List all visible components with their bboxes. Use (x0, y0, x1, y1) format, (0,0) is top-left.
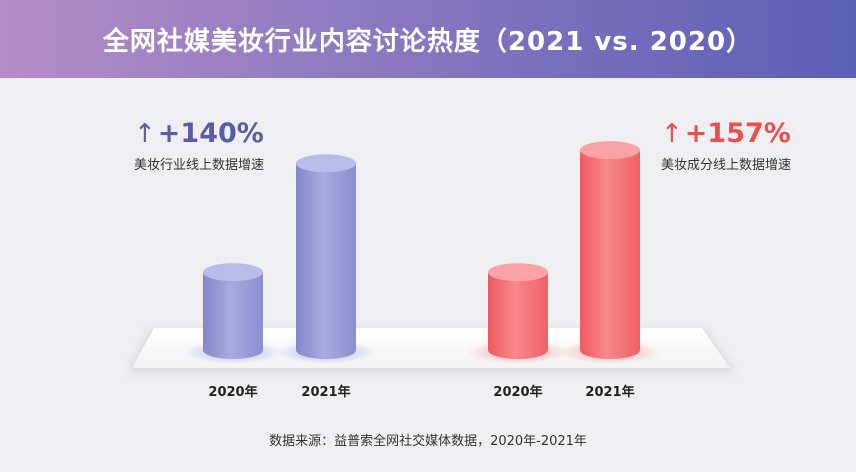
callout-left: ↑+140% 美妆行业线上数据增速 (134, 118, 264, 173)
up-arrow-icon: ↑ (134, 119, 156, 149)
chart-area: 2020年 2021年 2020年 2021年 ↑+140% 美妆行业线上数据增速 ↑… (0, 78, 856, 472)
data-source-note: 数据来源：益普索全网社交媒体数据，2020年-2021年 (269, 434, 587, 449)
x-tick-label: 2021年 (301, 384, 350, 400)
x-tick-label: 2020年 (493, 384, 542, 400)
x-tick-label: 2021年 (585, 384, 634, 400)
bar-0-0 (182, 263, 284, 364)
title-banner: 全网社媒美妆行业内容讨论热度（2021 vs. 2020） (0, 0, 856, 78)
growth-value-left: +140% (157, 118, 264, 149)
up-arrow-icon: ↑ (661, 119, 683, 149)
bar-1-1 (559, 141, 661, 364)
x-tick-label: 2020年 (208, 384, 257, 400)
growth-value-right: +157% (684, 118, 791, 149)
bar-0-1 (275, 154, 377, 364)
bar-chart: 2020年 2021年 2020年 2021年 (128, 141, 735, 400)
growth-label-right: 美妆成分线上数据增速 (661, 158, 792, 173)
bar-1-0 (467, 263, 569, 364)
growth-label-left: 美妆行业线上数据增速 (134, 158, 265, 173)
callout-right: ↑+157% 美妆成分线上数据增速 (661, 118, 791, 173)
page-title: 全网社媒美妆行业内容讨论热度（2021 vs. 2020） (102, 26, 754, 57)
